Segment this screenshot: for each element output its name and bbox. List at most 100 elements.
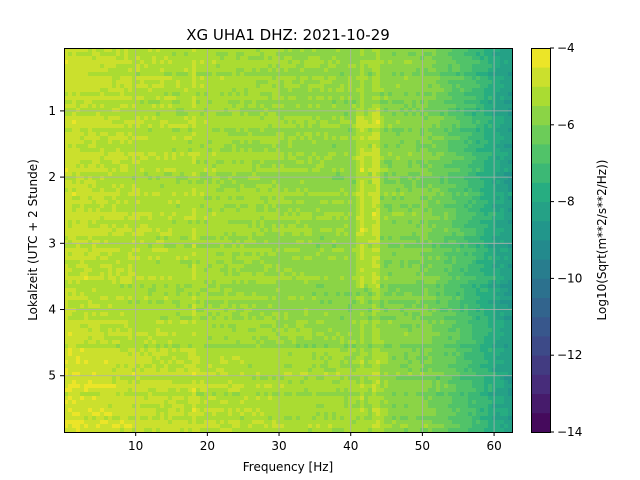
spectrogram-cell — [72, 172, 77, 177]
spectrogram-cell — [328, 84, 333, 89]
spectrogram-cell — [252, 144, 257, 149]
spectrogram-cell — [140, 196, 145, 201]
spectrogram-cell — [256, 216, 261, 221]
spectrogram-cell — [68, 216, 73, 221]
spectrogram-cell — [116, 224, 121, 229]
spectrogram-cell — [300, 216, 305, 221]
spectrogram-cell — [360, 164, 365, 169]
spectrogram-cell — [224, 160, 229, 165]
spectrogram-cell — [96, 136, 101, 141]
spectrogram-cell — [356, 48, 361, 53]
spectrogram-cell — [144, 196, 149, 201]
spectrogram-cell — [264, 152, 269, 157]
spectrogram-cell — [72, 156, 77, 161]
spectrogram-cell — [300, 60, 305, 65]
spectrogram-cell — [96, 64, 101, 69]
spectrogram-cell — [108, 168, 113, 173]
spectrogram-cell — [260, 184, 265, 189]
spectrogram-cell — [348, 104, 353, 109]
spectrogram-cell — [100, 116, 105, 121]
spectrogram-cell — [332, 140, 337, 145]
spectrogram-cell — [228, 204, 233, 209]
spectrogram-cell — [428, 192, 433, 197]
spectrogram-cell — [160, 88, 165, 93]
spectrogram-cell — [432, 164, 437, 169]
spectrogram-cell — [200, 136, 205, 141]
spectrogram-cell — [428, 136, 433, 141]
spectrogram-cell — [392, 148, 397, 153]
spectrogram-cell — [192, 192, 197, 197]
spectrogram-cell — [436, 192, 441, 197]
spectrogram-cell — [320, 124, 325, 129]
spectrogram-cell — [444, 180, 449, 185]
spectrogram-cell — [228, 172, 233, 177]
spectrogram-cell — [416, 136, 421, 141]
spectrogram-cell — [284, 48, 289, 53]
spectrogram-cell — [136, 156, 141, 161]
spectrogram-cell — [120, 140, 125, 145]
spectrogram-cell — [204, 112, 209, 117]
spectrogram-cell — [468, 68, 473, 73]
spectrogram-cell — [504, 176, 509, 181]
spectrogram-cell — [188, 64, 193, 69]
spectrogram-cell — [316, 196, 321, 201]
spectrogram-cell — [500, 84, 505, 89]
spectrogram-cell — [472, 96, 477, 101]
spectrogram-cell — [104, 144, 109, 149]
spectrogram-cell — [144, 64, 149, 69]
spectrogram-cell — [84, 108, 89, 113]
spectrogram-cell — [468, 148, 473, 153]
spectrogram-cell — [404, 56, 409, 61]
spectrogram-cell — [308, 112, 313, 117]
spectrogram-cell — [200, 80, 205, 85]
spectrogram-cell — [232, 184, 237, 189]
spectrogram-cell — [488, 208, 493, 213]
spectrogram-cell — [80, 152, 85, 157]
spectrogram-cell — [284, 204, 289, 209]
spectrogram-cell — [460, 108, 465, 113]
spectrogram-cell — [252, 60, 257, 65]
spectrogram-cell — [308, 124, 313, 129]
spectrogram-cell — [200, 116, 205, 121]
spectrogram-cell — [448, 200, 453, 205]
spectrogram-cell — [68, 220, 73, 225]
spectrogram-cell — [136, 152, 141, 157]
spectrogram-cell — [272, 128, 277, 133]
spectrogram-cell — [68, 96, 73, 101]
spectrogram-cell — [508, 152, 513, 157]
spectrogram-cell — [92, 200, 97, 205]
spectrogram-cell — [220, 224, 225, 229]
spectrogram-cell — [228, 72, 233, 77]
spectrogram-cell — [464, 144, 469, 149]
spectrogram-cell — [456, 56, 461, 61]
spectrogram-cell — [236, 128, 241, 133]
spectrogram-cell — [332, 112, 337, 117]
spectrogram-cell — [504, 208, 509, 213]
spectrogram-cell — [500, 76, 505, 81]
spectrogram-cell — [248, 100, 253, 105]
spectrogram-cell — [140, 80, 145, 85]
spectrogram-cell — [208, 72, 213, 77]
spectrogram-cell — [200, 168, 205, 173]
spectrogram-cell — [272, 108, 277, 113]
spectrogram-cell — [180, 160, 185, 165]
spectrogram-cell — [224, 64, 229, 69]
spectrogram-cell — [428, 120, 433, 125]
spectrogram-cell — [396, 168, 401, 173]
spectrogram-cell — [248, 220, 253, 225]
spectrogram-cell — [376, 164, 381, 169]
spectrogram-cell — [152, 160, 157, 165]
spectrogram-cell — [120, 156, 125, 161]
spectrogram-cell — [252, 72, 257, 77]
spectrogram-cell — [500, 216, 505, 221]
spectrogram-cell — [252, 116, 257, 121]
spectrogram-cell — [392, 108, 397, 113]
spectrogram-cell — [412, 96, 417, 101]
spectrogram-cell — [400, 148, 405, 153]
spectrogram-cell — [256, 76, 261, 81]
spectrogram-cell — [240, 156, 245, 161]
spectrogram-cell — [288, 104, 293, 109]
spectrogram-cell — [380, 184, 385, 189]
spectrogram-cell — [480, 136, 485, 141]
spectrogram-cell — [412, 64, 417, 69]
